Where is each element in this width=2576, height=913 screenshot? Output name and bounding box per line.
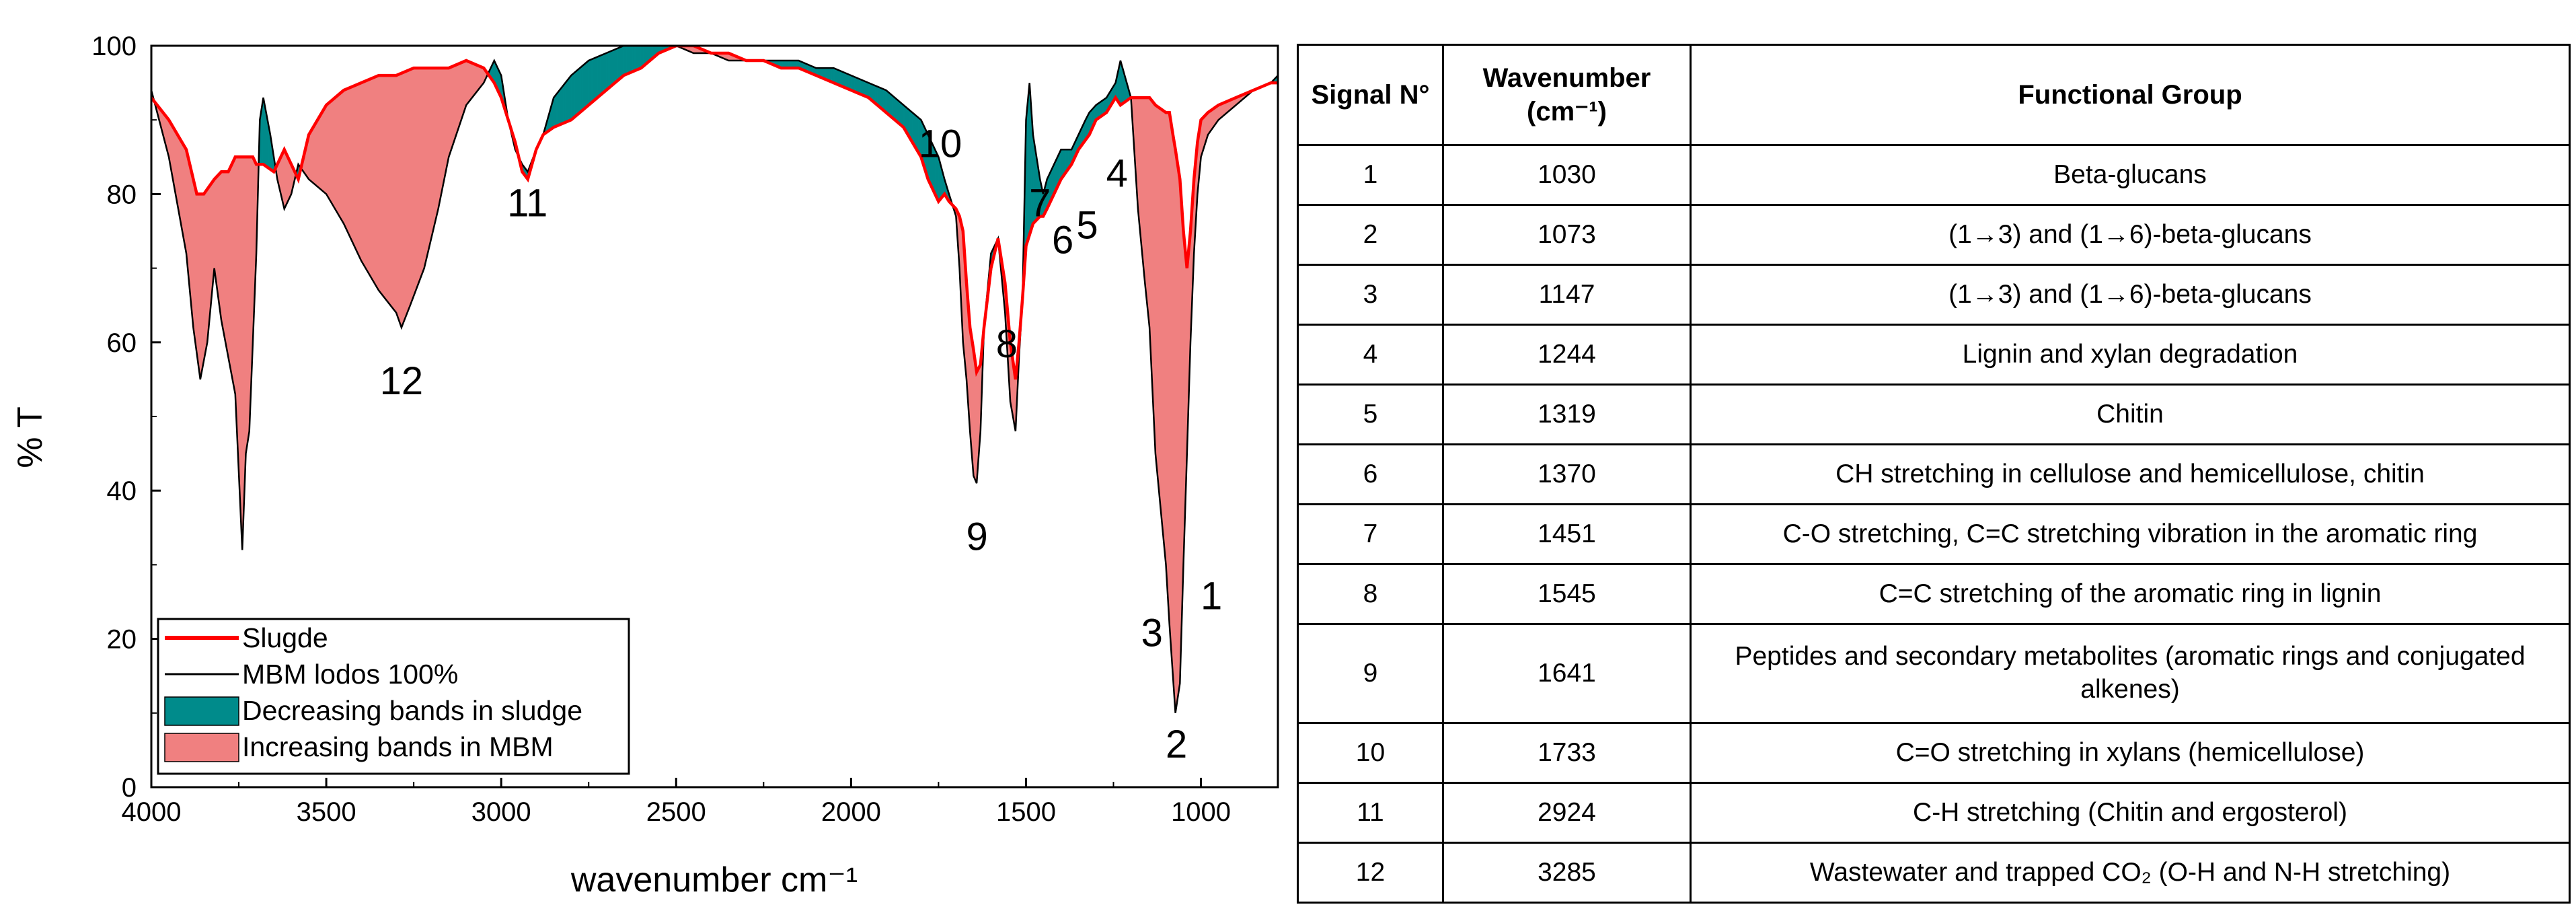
x-tick-label: 3000 (471, 797, 531, 827)
table-row: 2 1073 (1→3) and (1→6)-beta-glucans (1297, 204, 2571, 266)
header-signal: Signal N° (1297, 44, 1444, 146)
table-row: 1 1030 Beta-glucans (1297, 144, 2571, 206)
peak-label-4: 4 (1106, 151, 1128, 195)
legend-swatch-decreasing (164, 696, 239, 726)
table-header-row: Signal N° Wavenumber (cm⁻¹) Functional G… (1297, 44, 2571, 146)
table-row: 10 1733 C=O stretching in xylans (hemicell… (1297, 722, 2571, 784)
legend-label-sludge: Slugde (242, 622, 328, 653)
header-functional-group: Functional Group (1690, 44, 2571, 146)
y-tick-label: 40 (107, 476, 137, 506)
legend-label-increasing: Increasing bands in MBM (242, 731, 554, 762)
peak-label-8: 8 (996, 322, 1018, 366)
x-tick-label: 1000 (1171, 797, 1231, 827)
peak-label-3: 3 (1141, 612, 1163, 655)
cell-wavenumber: 1451 (1442, 503, 1692, 565)
cell-signal: 8 (1297, 563, 1444, 625)
table-row: 7 1451 C-O stretching, C=C stretching vibr… (1297, 503, 2571, 565)
cell-group: Wastewater and trapped CO₂ (O-H and N-H … (1690, 842, 2571, 904)
y-axis-label: % T (11, 406, 50, 468)
peak-label-12: 12 (380, 359, 424, 403)
cell-group: Peptides and secondary metabolites (arom… (1690, 623, 2571, 724)
cell-signal: 12 (1297, 842, 1444, 904)
peak-label-7: 7 (1029, 181, 1051, 225)
x-tick-label: 3500 (297, 797, 356, 827)
cell-wavenumber: 1733 (1442, 722, 1692, 784)
y-tick-label: 100 (91, 32, 137, 61)
peak-label-5: 5 (1076, 204, 1098, 248)
cell-wavenumber: 1641 (1442, 623, 1692, 724)
cell-group: Lignin and xylan degradation (1690, 324, 2571, 386)
series-line-sludge (151, 46, 1278, 380)
cell-wavenumber: 3285 (1442, 842, 1692, 904)
cell-wavenumber: 1147 (1442, 264, 1692, 326)
x-axis-label: wavenumber cm⁻¹ (570, 861, 858, 900)
cell-wavenumber: 2924 (1442, 782, 1692, 844)
table-row: 9 1641 Peptides and secondary metabolites … (1297, 623, 2571, 724)
cell-group: (1→3) and (1→6)-beta-glucans (1690, 204, 2571, 266)
table-row: 8 1545 C=C stretching of the aromatic ring… (1297, 563, 2571, 625)
peak-label-2: 2 (1166, 723, 1187, 766)
x-tick-label: 4000 (122, 797, 182, 827)
table-row: 6 1370 CH stretching in cellulose and hemi… (1297, 443, 2571, 505)
cell-signal: 2 (1297, 204, 1444, 266)
cell-wavenumber: 1370 (1442, 443, 1692, 505)
y-tick-label: 80 (107, 180, 137, 209)
cell-signal: 11 (1297, 782, 1444, 844)
cell-group: C=O stretching in xylans (hemicellulose) (1690, 722, 2571, 784)
cell-signal: 9 (1297, 623, 1444, 724)
cell-signal: 10 (1297, 722, 1444, 784)
x-tick-label: 2000 (821, 797, 881, 827)
cell-signal: 1 (1297, 144, 1444, 206)
x-tick-label: 2500 (646, 797, 706, 827)
cell-group: CH stretching in cellulose and hemicellu… (1690, 443, 2571, 505)
legend: Slugde MBM lodos 100% Decreasing bands i… (157, 618, 630, 775)
cell-wavenumber: 1244 (1442, 324, 1692, 386)
cell-group: Beta-glucans (1690, 144, 2571, 206)
table-row: 11 2924 C-H stretching (Chitin and ergoste… (1297, 782, 2571, 844)
cell-wavenumber: 1073 (1442, 204, 1692, 266)
cell-wavenumber: 1545 (1442, 563, 1692, 625)
cell-group: C-O stretching, C=C stretching vibration… (1690, 503, 2571, 565)
ftir-chart: 4000 3500 3000 2500 2000 1500 1000 0 20 40 60 80 100… (11, 32, 1279, 900)
legend-label-decreasing: Decreasing bands in sludge (242, 695, 582, 726)
peak-label-11: 11 (507, 181, 547, 225)
cell-wavenumber: 1319 (1442, 384, 1692, 445)
y-tick-label: 20 (107, 625, 137, 655)
cell-wavenumber: 1030 (1442, 144, 1692, 206)
x-tick-label: 1500 (996, 797, 1056, 827)
functional-group-table: Signal N° Wavenumber (cm⁻¹) Functional G… (1297, 44, 2571, 904)
legend-label-mbm: MBM lodos 100% (242, 659, 458, 690)
peak-label-1: 1 (1201, 575, 1222, 618)
cell-signal: 7 (1297, 503, 1444, 565)
table-row: 3 1147 (1→3) and (1→6)-beta-glucans (1297, 264, 2571, 326)
cell-signal: 3 (1297, 264, 1444, 326)
cell-group: C-H stretching (Chitin and ergosterol) (1690, 782, 2571, 844)
header-wavenumber: Wavenumber (cm⁻¹) (1442, 44, 1692, 146)
table-row: 4 1244 Lignin and xylan degradation (1297, 324, 2571, 386)
cell-signal: 6 (1297, 443, 1444, 505)
peak-label-6: 6 (1052, 219, 1073, 262)
cell-signal: 5 (1297, 384, 1444, 445)
peak-label-9: 9 (967, 515, 988, 558)
peak-label-10: 10 (919, 122, 962, 166)
cell-group: C=C stretching of the aromatic ring in l… (1690, 563, 2571, 625)
legend-swatch-increasing (164, 733, 239, 762)
cell-group: (1→3) and (1→6)-beta-glucans (1690, 264, 2571, 326)
y-tick-label: 0 (122, 773, 137, 803)
cell-signal: 4 (1297, 324, 1444, 386)
table-row: 12 3285 Wastewater and trapped CO₂ (O-H an… (1297, 842, 2571, 904)
cell-group: Chitin (1690, 384, 2571, 445)
table-row: 5 1319 Chitin (1297, 384, 2571, 445)
y-tick-label: 60 (107, 328, 137, 358)
